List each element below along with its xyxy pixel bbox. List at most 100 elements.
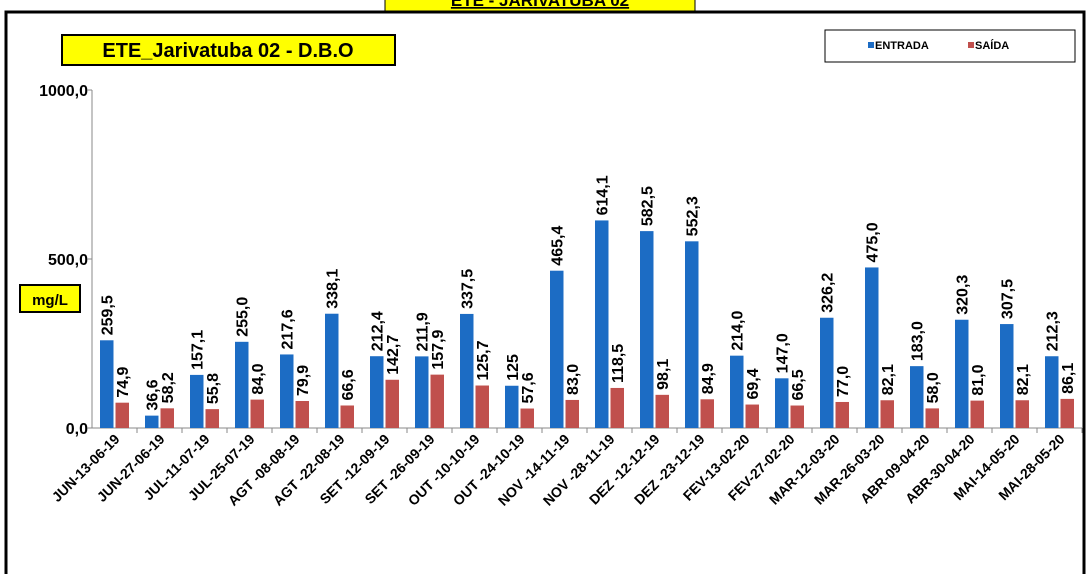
bar [910, 366, 924, 428]
value-label: 58,0 [925, 372, 942, 403]
value-label: 69,4 [745, 368, 762, 399]
bar [475, 385, 489, 428]
legend-swatch [868, 42, 874, 48]
bar [235, 341, 249, 428]
bar [835, 401, 849, 428]
bar [370, 356, 384, 428]
value-label: 212,4 [370, 311, 387, 351]
y-tick-label: 500,0 [48, 252, 88, 269]
bar [1045, 356, 1059, 428]
value-label: 217,6 [280, 309, 297, 349]
bar [550, 270, 564, 428]
value-label: 82,1 [880, 364, 897, 395]
bar [775, 378, 789, 428]
bar [820, 317, 834, 428]
bar [790, 405, 804, 428]
legend [824, 29, 1076, 63]
bar [970, 400, 984, 428]
bar [115, 402, 129, 428]
bar [190, 374, 204, 428]
value-label: 147,0 [775, 333, 792, 373]
legend-label: ENTRADA [875, 40, 929, 52]
value-label: 57,6 [520, 372, 537, 403]
bar [865, 267, 879, 428]
value-label: 118,5 [610, 344, 627, 383]
value-label: 83,0 [565, 364, 582, 395]
value-label: 259,5 [100, 295, 117, 335]
bar [955, 319, 969, 428]
value-label: 55,8 [205, 373, 222, 404]
value-label: 614,1 [595, 175, 612, 215]
value-label: 552,3 [685, 196, 702, 236]
bar [685, 241, 699, 428]
bar [595, 220, 609, 428]
value-label: 211,9 [415, 312, 432, 351]
value-label: 125 [505, 354, 522, 381]
chart-title: ETE_Jarivatuba 02 - D.B.O [102, 40, 353, 62]
value-label: 79,9 [295, 365, 312, 396]
value-label: 81,0 [970, 364, 987, 395]
bar [565, 399, 579, 428]
value-label: 337,5 [460, 269, 477, 309]
value-label: 84,0 [250, 363, 267, 394]
value-label: 320,3 [955, 275, 972, 315]
value-label: 475,0 [865, 222, 882, 262]
bar [430, 374, 444, 428]
bar [280, 354, 294, 428]
bar [745, 404, 759, 428]
bar [520, 408, 534, 428]
value-label: 326,2 [820, 273, 837, 313]
bar [1015, 400, 1029, 428]
bar [205, 409, 219, 428]
value-label: 58,2 [160, 372, 177, 403]
y-label-box [19, 284, 81, 313]
value-label: 338,1 [325, 269, 342, 309]
y-tick-label: 0,0 [66, 421, 88, 438]
value-label: 77,0 [835, 366, 852, 397]
bar [145, 415, 159, 428]
bar [700, 399, 714, 428]
value-label: 66,6 [340, 369, 357, 400]
value-label: 183,0 [910, 321, 927, 361]
bar [325, 313, 339, 428]
header: ETE - JARIVATUBA 02 [451, 0, 629, 10]
bar [295, 400, 309, 428]
legend-label: SAÍDA [975, 39, 1009, 52]
value-label: 582,5 [640, 186, 657, 226]
bar [415, 356, 429, 428]
value-label: 125,7 [475, 340, 492, 380]
value-label: 307,5 [1000, 279, 1017, 319]
bar [250, 399, 264, 428]
y-axis-label: mg/L [32, 292, 68, 309]
value-label: 36,6 [145, 379, 162, 410]
bar [385, 379, 399, 428]
bar [505, 385, 519, 428]
value-label: 214,0 [730, 311, 747, 351]
bar [730, 355, 744, 428]
legend-swatch [968, 42, 974, 48]
value-label: 212,3 [1045, 311, 1062, 351]
y-tick-label: 1000,0 [39, 83, 88, 100]
value-label: 84,9 [700, 363, 717, 394]
chart-frame [4, 10, 1086, 574]
bar [610, 387, 624, 428]
bar [160, 408, 174, 428]
value-label: 86,1 [1060, 363, 1077, 394]
bar [880, 400, 894, 428]
bar [640, 231, 654, 428]
value-label: 255,0 [235, 297, 252, 337]
value-label: 157,1 [190, 330, 207, 370]
value-label: 142,7 [385, 335, 402, 375]
value-label: 82,1 [1015, 364, 1032, 395]
bar [340, 405, 354, 428]
bar [100, 340, 114, 428]
bar [925, 408, 939, 428]
bar [655, 394, 669, 428]
value-label: 74,9 [115, 366, 132, 397]
bar [1060, 398, 1074, 428]
bar [460, 313, 474, 428]
value-label: 66,5 [790, 369, 807, 400]
bar [1000, 324, 1014, 428]
value-label: 465,4 [550, 226, 567, 266]
